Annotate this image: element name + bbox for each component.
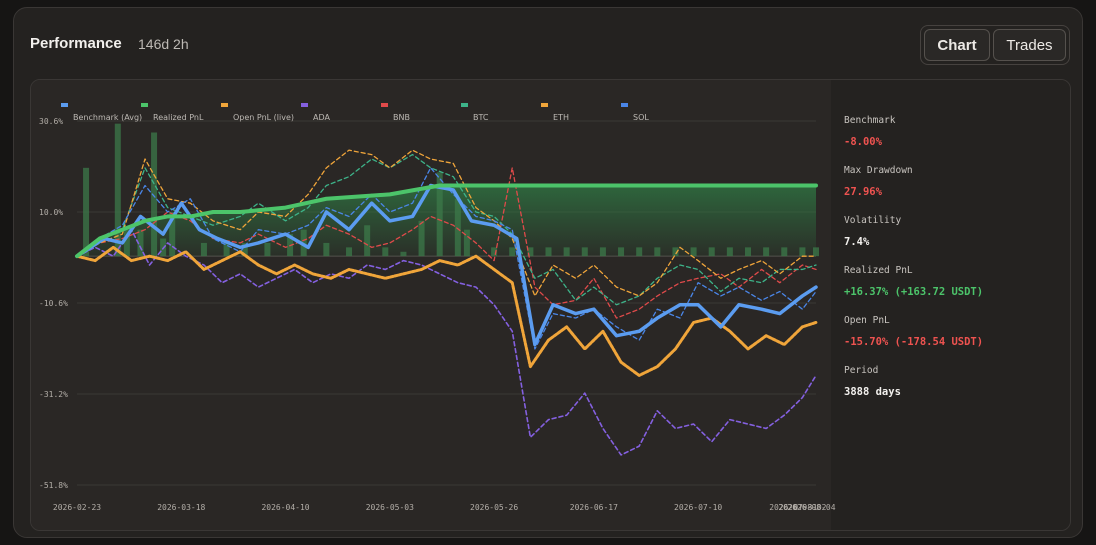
pnl-bar [223, 242, 230, 257]
x-tick-label: 2026-08-04 [787, 503, 835, 512]
pnl-bar [264, 242, 271, 257]
stat-value: -15.70% (-178.54 USDT) [844, 336, 983, 348]
pnl-bar [726, 247, 733, 257]
stat-label: Benchmark [844, 115, 896, 126]
legend-swatch [301, 103, 308, 107]
legend-label: Benchmark (Avg) [73, 113, 142, 122]
legend-swatch [461, 103, 468, 107]
pnl-bar [618, 247, 625, 257]
series-line-benchmark-avg [75, 183, 818, 347]
y-tick-label: -10.6% [39, 299, 68, 308]
x-tick-label: 2026-03-18 [157, 503, 205, 512]
stat-label: Volatility [844, 215, 901, 226]
period-duration: 146d 2h [138, 36, 189, 52]
pnl-bar [781, 247, 788, 257]
pnl-bar [137, 229, 144, 257]
pnl-bar [123, 229, 130, 257]
stat-label: Period [844, 365, 878, 376]
series-line-realized-pnl [75, 183, 818, 259]
x-tick-label: 2026-07-31 [769, 503, 817, 512]
pnl-bar [114, 123, 121, 257]
x-tick-label: 2026-08-02 [778, 503, 826, 512]
legend-label: ETH [553, 113, 569, 122]
legend-label: Realized PnL [153, 113, 204, 122]
series-line-btc [76, 153, 817, 306]
pnl-bar [454, 198, 461, 257]
pnl-bar [346, 247, 353, 257]
pnl-bar [527, 247, 534, 257]
pnl-bar [400, 251, 407, 257]
pnl-bar [545, 247, 552, 257]
performance-chart: 30.6% 10.0% -10.6% -31.2% -51.8% Benchmark (A… [39, 103, 983, 512]
legend-swatch [621, 103, 628, 107]
legend-label: Open PnL (live) [233, 113, 294, 122]
stat-value: 3888 days [844, 386, 901, 398]
series-line-ada [76, 228, 817, 456]
pnl-bar [744, 247, 751, 257]
pnl-bar [364, 225, 371, 257]
x-tick-label: 2026-02-23 [53, 503, 101, 512]
legend-swatch [541, 103, 548, 107]
series-line-sol [76, 167, 817, 350]
pnl-bar [672, 247, 679, 257]
pnl-bar [563, 247, 570, 257]
pnl-bar [708, 247, 715, 257]
tab-chart[interactable]: Chart [924, 29, 990, 61]
x-tick-label: 2026-07-10 [674, 503, 722, 512]
x-tick-label: 2026-06-17 [570, 503, 618, 512]
pnl-bar [654, 247, 661, 257]
pnl-bar [200, 242, 207, 257]
pnl-bar [151, 132, 158, 257]
panel-title: Performance [30, 35, 122, 52]
pnl-bar [690, 247, 697, 257]
pnl-bar [799, 247, 806, 257]
pnl-bar [509, 247, 516, 257]
stat-label: Max Drawdown [844, 165, 913, 176]
legend-label: SOL [633, 113, 649, 122]
pnl-bar [241, 242, 248, 257]
x-tick-label: 2026-04-10 [261, 503, 309, 512]
pnl-bar [418, 220, 425, 257]
stats-panel [831, 80, 1070, 530]
pnl-bar [581, 247, 588, 257]
pnl-bar [323, 242, 330, 257]
legend-swatch [381, 103, 388, 107]
stat-value: 7.4% [844, 236, 870, 248]
pnl-bar [636, 247, 643, 257]
series-line-open-pnl-live [75, 245, 818, 377]
legend-label: BNB [393, 113, 410, 122]
pnl-bar [382, 247, 389, 257]
chart-container: 30.6% 10.0% -10.6% -31.2% -51.8% Benchmark (A… [30, 79, 1071, 531]
y-tick-label: -31.2% [39, 390, 68, 399]
legend-swatch [61, 103, 68, 107]
legend-label: ADA [313, 113, 330, 122]
pnl-bar [813, 247, 819, 257]
realized-pnl-area [77, 185, 816, 257]
pnl-bar [763, 247, 770, 257]
y-tick-label: 30.6% [39, 117, 63, 126]
pnl-bar [463, 229, 470, 257]
pnl-bar [83, 167, 90, 257]
legend-swatch [221, 103, 228, 107]
pnl-bar [599, 247, 606, 257]
stat-value: -8.00% [844, 136, 883, 148]
performance-panel: Performance 146d 2h Chart Trades 30.6% 10… [13, 7, 1083, 538]
x-tick-label: 2026-05-03 [366, 503, 414, 512]
pnl-bar [169, 212, 176, 257]
legend-swatch [141, 103, 148, 107]
stat-label: Realized PnL [844, 265, 913, 276]
legend-label: BTC [473, 113, 489, 122]
x-tick-label: 2026-05-26 [470, 503, 518, 512]
stat-value: +16.37% (+163.72 USDT) [844, 286, 983, 298]
pnl-bar [491, 247, 498, 257]
y-tick-label: -51.8% [39, 481, 68, 490]
stat-label: Open PnL [844, 315, 890, 326]
y-tick-label: 10.0% [39, 208, 63, 217]
view-tabs: Chart Trades [920, 25, 1070, 65]
pnl-bar [436, 172, 443, 257]
tab-trades[interactable]: Trades [993, 29, 1066, 61]
stat-value: 27.96% [844, 186, 883, 198]
